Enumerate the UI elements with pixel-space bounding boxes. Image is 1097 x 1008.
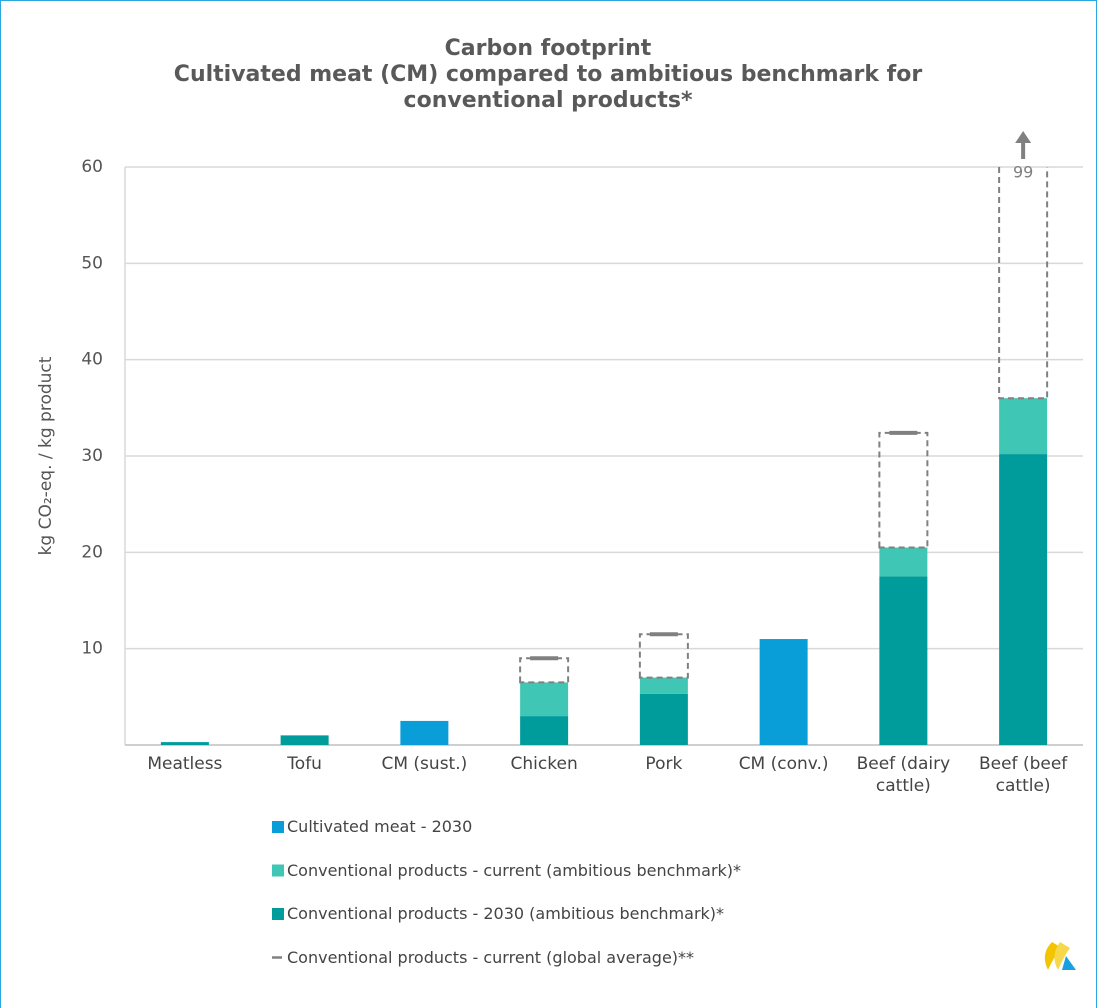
bar xyxy=(520,682,569,717)
x-tick-label: Pork xyxy=(645,754,683,774)
overflow-arrow xyxy=(1015,131,1032,159)
y-tick-label: 50 xyxy=(81,253,103,273)
legend-swatch xyxy=(272,864,284,877)
x-tick-label: CM (conv.) xyxy=(738,754,829,774)
x-tick-label: Beef (dairy cattle) xyxy=(856,754,951,796)
y-tick-label: 20 xyxy=(81,542,103,562)
legend-swatch xyxy=(272,821,284,833)
bar xyxy=(639,693,688,745)
data-label: 99 xyxy=(1013,163,1033,182)
x-tick-label: CM (sust.) xyxy=(381,754,468,774)
global-average-box xyxy=(878,431,929,549)
x-tick-label: Meatless xyxy=(147,754,223,774)
logo xyxy=(1044,942,1076,970)
y-tick-label: 60 xyxy=(81,157,103,177)
x-tick-label: Chicken xyxy=(510,754,578,774)
y-axis-label: kg CO₂-eq. / kg product xyxy=(36,356,56,555)
chart-title: Carbon footprint xyxy=(444,36,652,61)
legend-label: Cultivated meat - 2030 xyxy=(287,817,473,836)
legend-label: Conventional products - current (ambitio… xyxy=(287,860,742,880)
legend-swatch xyxy=(272,908,284,920)
x-tick-label: Tofu xyxy=(287,754,322,774)
bar xyxy=(879,576,928,745)
bar xyxy=(879,547,928,577)
bar xyxy=(999,398,1048,455)
legend-label: Conventional products - current (global … xyxy=(287,947,695,967)
bar xyxy=(160,742,209,745)
global-average-box xyxy=(998,167,1049,400)
global-average-box xyxy=(519,657,570,684)
legend-label: Conventional products - 2030 (ambitious … xyxy=(287,904,725,923)
y-tick-label: 10 xyxy=(81,639,103,659)
y-tick-label: 30 xyxy=(81,446,103,466)
bar xyxy=(759,639,808,745)
bar xyxy=(639,677,688,694)
bar xyxy=(999,454,1048,745)
y-tick-label: 40 xyxy=(81,350,103,370)
bar xyxy=(400,720,449,745)
x-tick-label: Beef (beef cattle) xyxy=(978,754,1068,796)
chart-subtitle: Cultivated meat (CM) compared to ambitio… xyxy=(173,62,923,113)
bar xyxy=(280,735,329,745)
global-average-box xyxy=(638,633,689,679)
bar xyxy=(520,716,569,745)
